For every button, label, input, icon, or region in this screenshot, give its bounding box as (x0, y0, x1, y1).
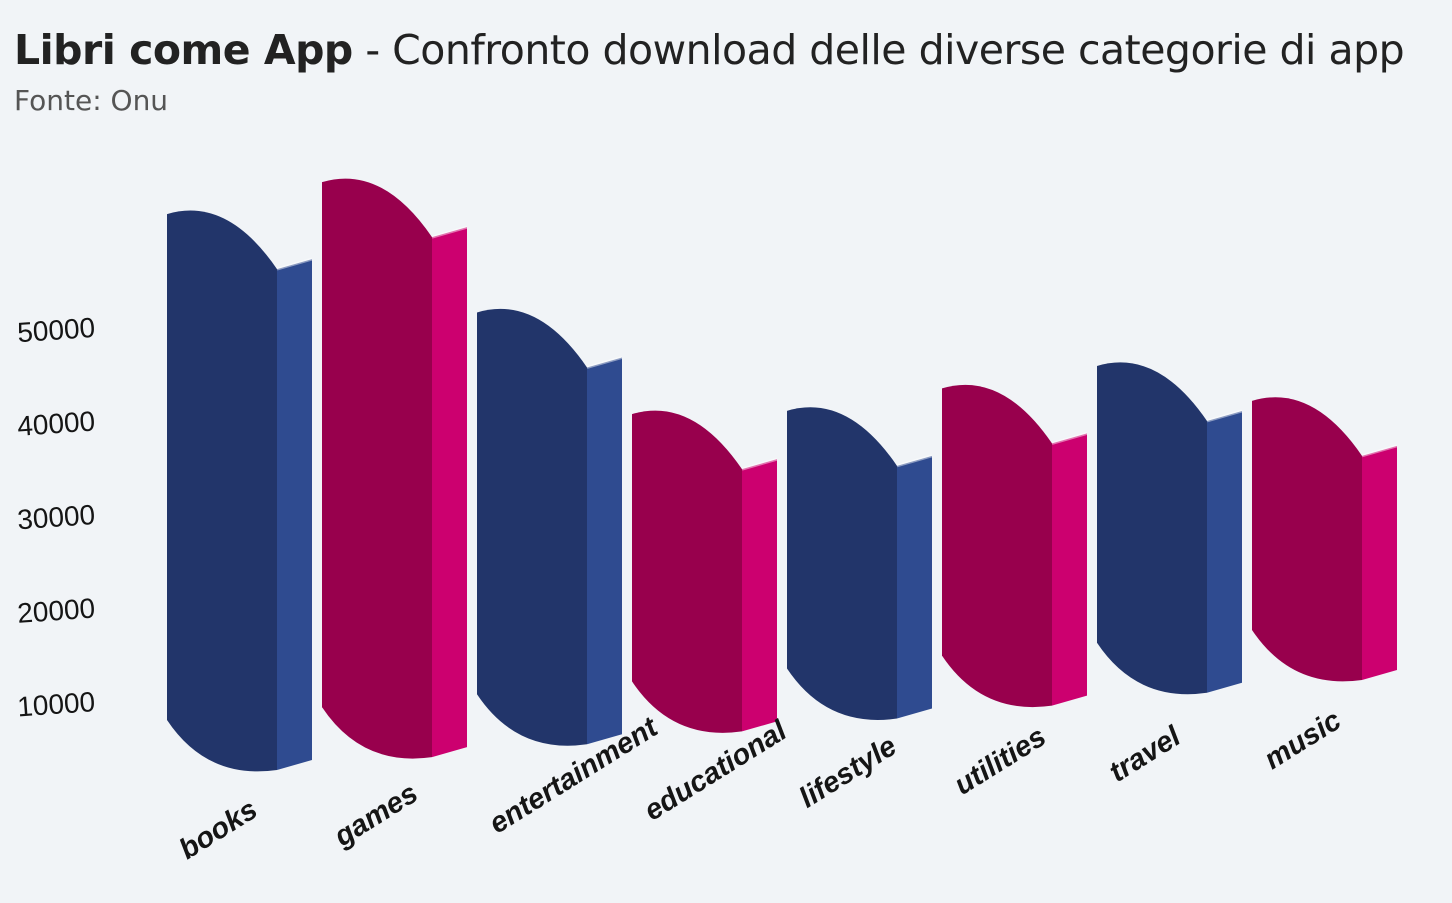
x-tick-label: travel (1104, 720, 1187, 789)
y-tick-label: 10000 (16, 686, 96, 722)
x-tick-label: books (174, 794, 263, 866)
y-tick-label: 20000 (16, 593, 96, 629)
bar-side (432, 227, 467, 758)
x-tick-label: lifestyle (794, 730, 903, 814)
x-tick-label: utilities (949, 721, 1052, 802)
bar-side (277, 259, 312, 770)
x-tick-label: music (1259, 704, 1347, 776)
bar-games (322, 178, 468, 759)
bar-side (1362, 445, 1397, 680)
bar-front (1097, 362, 1207, 695)
bar-lifestyle (787, 407, 933, 720)
bar-top-highlight (1051, 431, 1088, 445)
bar-entertainment (477, 308, 623, 746)
bar-books (167, 210, 313, 772)
bar-travel (1097, 362, 1243, 695)
bar-side (587, 357, 622, 745)
chart-header: Libri come App - Confronto download dell… (14, 22, 1405, 117)
chart-title-bold: Libri come App (14, 26, 353, 74)
y-tick-label: 50000 (16, 312, 96, 348)
bar-top-highlight (896, 454, 933, 468)
bar-top-highlight (1361, 444, 1398, 458)
y-tick-label: 40000 (16, 405, 96, 441)
x-tick-label: games (328, 777, 424, 853)
bar-side (1207, 410, 1242, 693)
bar-front (477, 308, 587, 746)
bar-side (897, 455, 932, 719)
bar-educational (632, 410, 778, 733)
bar-front (632, 410, 742, 733)
bars (167, 178, 1398, 772)
bar-front (787, 407, 897, 720)
bar-front (322, 178, 432, 759)
bar-front (942, 384, 1052, 708)
chart-title: Libri come App - Confronto download dell… (14, 22, 1405, 78)
chart-source: Fonte: Onu (14, 84, 169, 117)
bar-front (1252, 397, 1362, 682)
y-axis-ticks: 10000 20000 30000 40000 50000 (16, 312, 96, 723)
bar-top-highlight (741, 457, 778, 471)
bar-side (1052, 433, 1087, 706)
bar-utilities (942, 384, 1088, 708)
bar-top-highlight (431, 225, 468, 239)
bar-side (742, 459, 777, 732)
bar-top-highlight (276, 257, 313, 271)
y-tick-label: 30000 (16, 499, 96, 535)
bar-top-highlight (1206, 409, 1243, 423)
bar-top-highlight (586, 356, 623, 369)
bar-music (1252, 397, 1398, 682)
bar-front (167, 210, 277, 772)
chart-title-rest: - Confronto download delle diverse categ… (352, 26, 1405, 74)
